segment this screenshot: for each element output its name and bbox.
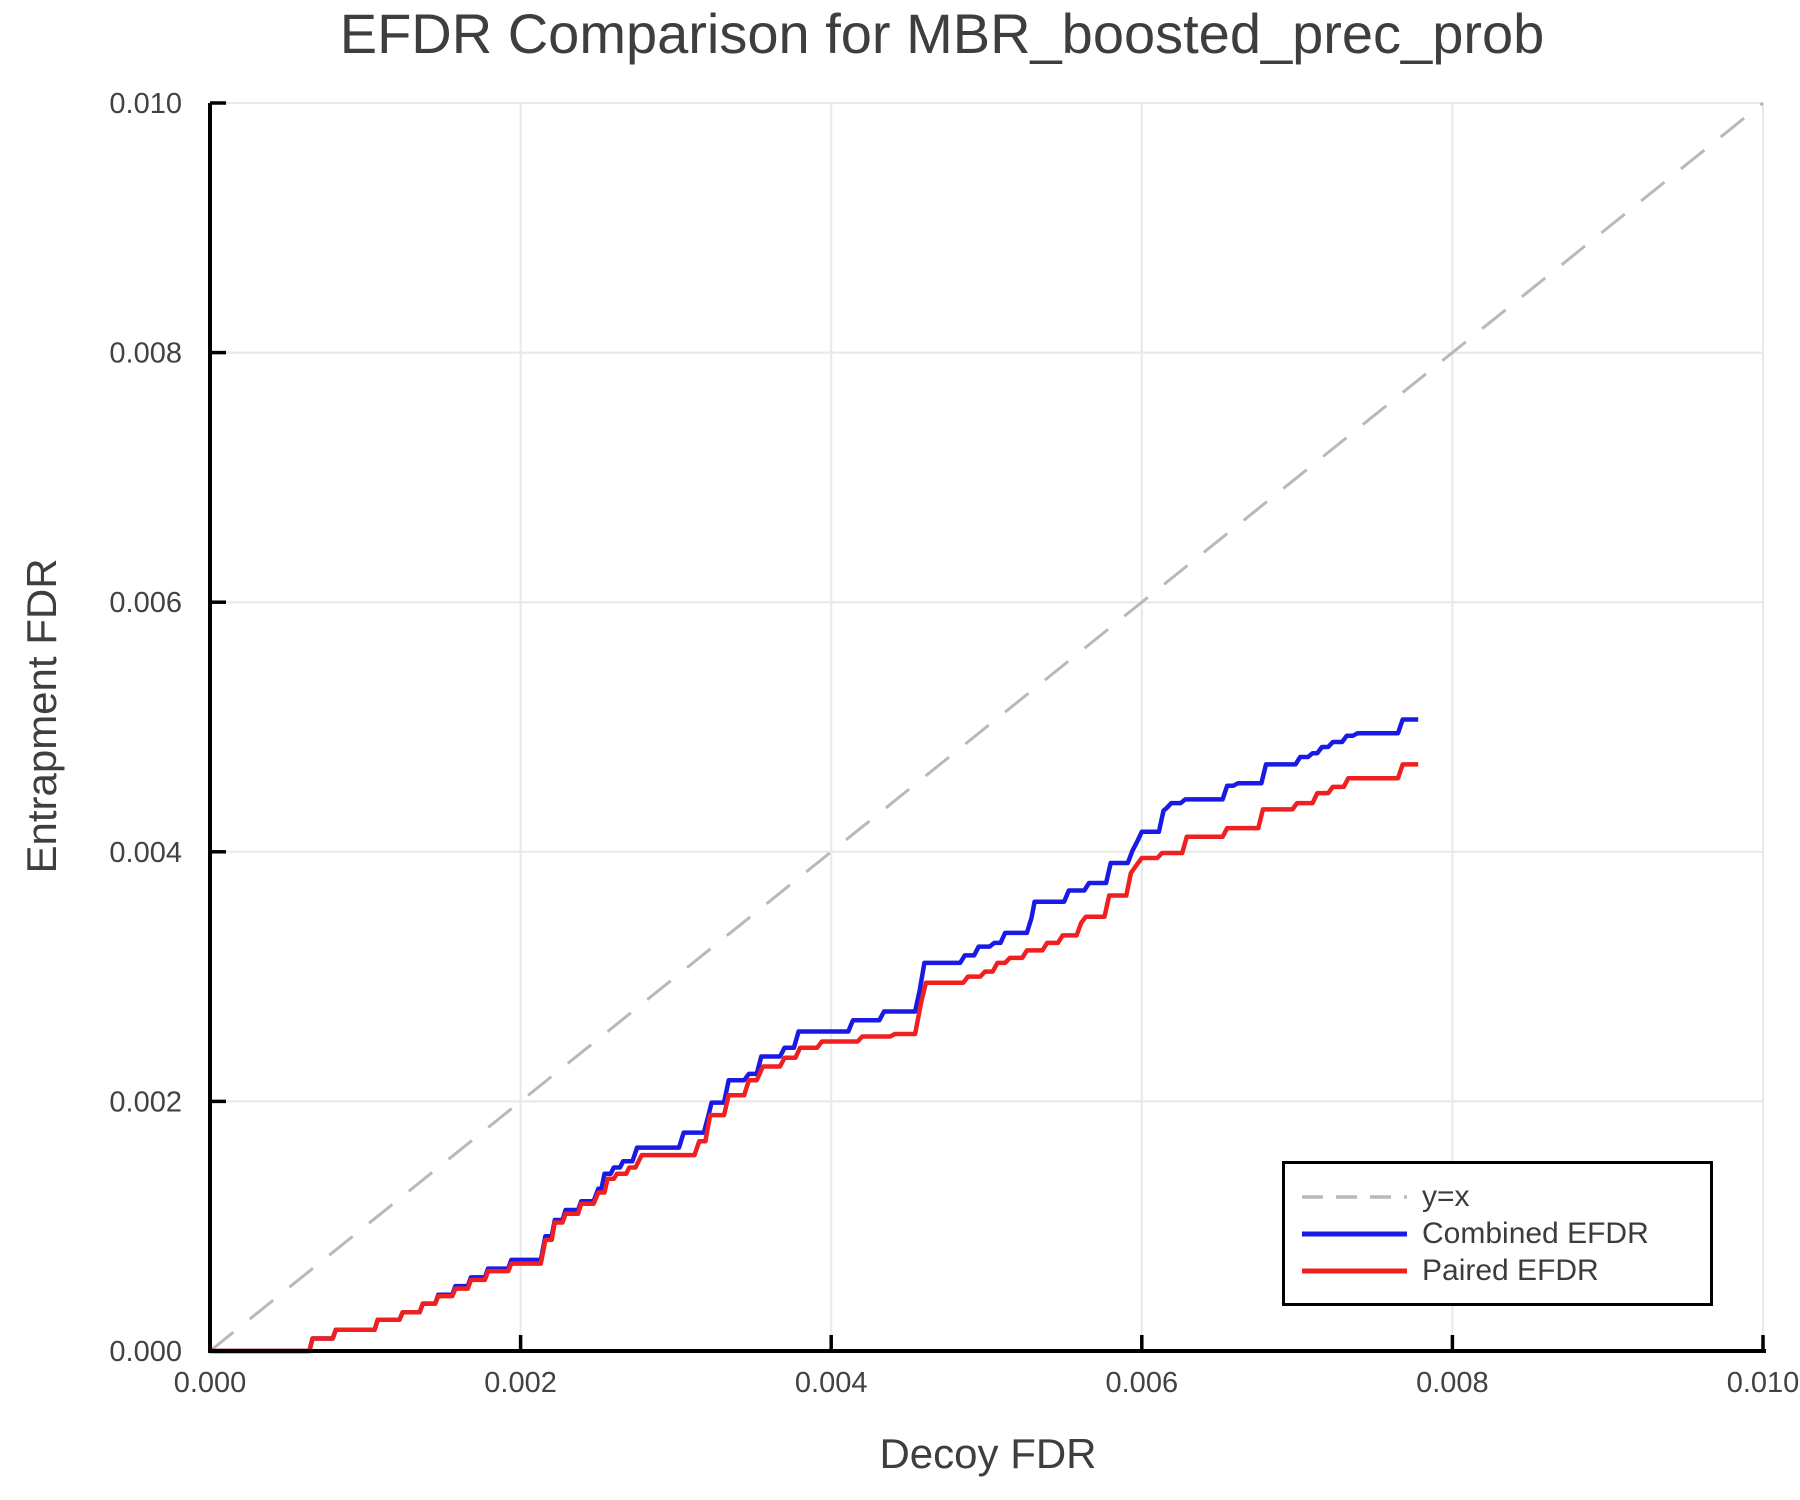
legend-label: Paired EFDR: [1422, 1253, 1599, 1287]
y-tick-label: 0.010: [109, 88, 182, 120]
x-tick-label: 0.000: [174, 1367, 247, 1399]
y-tick-label: 0.008: [109, 338, 182, 370]
legend-label: Combined EFDR: [1422, 1216, 1649, 1250]
x-tick-label: 0.002: [484, 1367, 557, 1399]
x-tick-label: 0.006: [1106, 1367, 1179, 1399]
series-line-paired-efdr: [210, 762, 1419, 1354]
legend-sample-line: [1302, 1231, 1407, 1236]
legend-entry: Paired EFDR: [1300, 1255, 1710, 1287]
y-tick-label: 0.004: [109, 837, 182, 869]
legend-sample-line: [1302, 1268, 1407, 1273]
y-tick-label: 0.002: [109, 1086, 182, 1118]
x-tick-label: 0.004: [795, 1367, 868, 1399]
chart-title: EFDR Comparison for MBR_boosted_prec_pro…: [339, 2, 1545, 65]
x-tick-label: 0.008: [1416, 1367, 1489, 1399]
x-tick-label: 0.010: [1727, 1367, 1800, 1399]
legend-entry: Combined EFDR: [1300, 1218, 1710, 1250]
legend: y=x Combined EFDR Paired EFDR: [1282, 1161, 1713, 1306]
series-line-y-x: [209, 101, 1764, 1353]
legend-entry: y=x: [1300, 1181, 1710, 1213]
y-tick-label: 0.006: [109, 587, 182, 619]
legend-sample-line: [1302, 1194, 1407, 1199]
x-axis-label: Decoy FDR: [879, 1430, 1097, 1477]
y-axis-label: Entrapment FDR: [18, 558, 65, 874]
series-line-combined-efdr: [210, 717, 1419, 1354]
y-tick-label: 0.000: [109, 1336, 182, 1368]
legend-label: y=x: [1422, 1179, 1470, 1213]
